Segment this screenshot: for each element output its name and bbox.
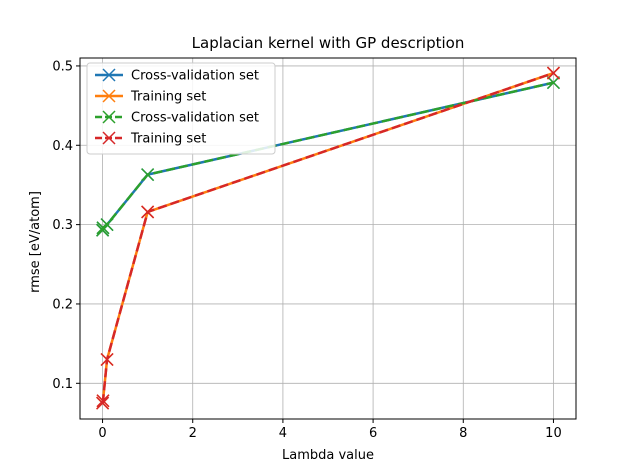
data-point-marker bbox=[100, 218, 114, 232]
x-marker-stroke bbox=[546, 66, 560, 80]
x-axis-title: Lambda value bbox=[282, 448, 374, 463]
legend-label: Training set bbox=[130, 90, 206, 105]
data-point-marker bbox=[546, 66, 560, 80]
y-tick-label: 0.3 bbox=[52, 218, 73, 233]
data-point-marker bbox=[100, 352, 114, 367]
legend-item: Cross-validation set bbox=[95, 68, 259, 84]
plot-area-frame bbox=[79, 57, 577, 420]
data-point-marker bbox=[96, 396, 110, 410]
legend-marker bbox=[102, 89, 116, 103]
x-tick-label: 8 bbox=[459, 426, 467, 441]
data-point-marker bbox=[141, 205, 155, 219]
y-tick-label: 0.4 bbox=[52, 139, 73, 154]
data-point-marker bbox=[96, 223, 110, 237]
x-marker-stroke bbox=[102, 131, 116, 145]
data-point-marker bbox=[96, 394, 110, 408]
legend-marker bbox=[102, 110, 116, 124]
x-marker-stroke bbox=[546, 76, 560, 90]
x-marker-stroke bbox=[102, 89, 116, 103]
chart-title: Laplacian kernel with GP description bbox=[192, 34, 465, 52]
legend-item: Cross-validation set bbox=[95, 110, 259, 126]
x-marker-stroke bbox=[96, 396, 110, 410]
x-marker-stroke bbox=[141, 205, 155, 219]
series-4 bbox=[96, 66, 560, 410]
data-point-marker bbox=[546, 76, 560, 90]
legend-item: Training set bbox=[95, 89, 206, 105]
y-tick-label: 0.2 bbox=[52, 297, 73, 312]
x-marker-stroke bbox=[96, 223, 110, 237]
series-lines bbox=[96, 66, 560, 410]
y-axis-title: rmse [eV/atom] bbox=[28, 191, 43, 293]
legend-label: Cross-validation set bbox=[131, 111, 259, 126]
x-tick-label: 10 bbox=[545, 426, 562, 441]
data-point-marker bbox=[141, 168, 155, 182]
x-tick-label: 2 bbox=[189, 426, 197, 441]
x-tick-label: 4 bbox=[279, 426, 287, 441]
legend: Cross-validation set Training set Cross-va… bbox=[86, 62, 276, 155]
legend-box bbox=[86, 62, 276, 155]
x-marker-stroke bbox=[102, 68, 116, 82]
legend-marker bbox=[102, 131, 116, 145]
x-marker-stroke bbox=[102, 110, 116, 124]
legend-item: Training set bbox=[95, 131, 206, 147]
x-marker-stroke bbox=[141, 168, 155, 182]
legend-label: Cross-validation set bbox=[131, 69, 259, 84]
x-marker-stroke bbox=[100, 218, 114, 232]
x-tick-label: 0 bbox=[98, 426, 106, 441]
y-tick-label: 0.5 bbox=[52, 59, 73, 74]
grid bbox=[80, 58, 576, 419]
series-3 bbox=[96, 76, 560, 237]
y-tick-label: 0.1 bbox=[52, 377, 73, 392]
x-tick-label: 6 bbox=[369, 426, 377, 441]
legend-label: Training set bbox=[130, 132, 206, 147]
legend-marker bbox=[102, 68, 116, 82]
x-marker-stroke bbox=[100, 352, 114, 367]
axis-ticks: 0 2 4 6 8 10 0.1 0.2 0.3 0.4 0.5 bbox=[52, 59, 561, 441]
x-marker-stroke bbox=[96, 394, 110, 408]
